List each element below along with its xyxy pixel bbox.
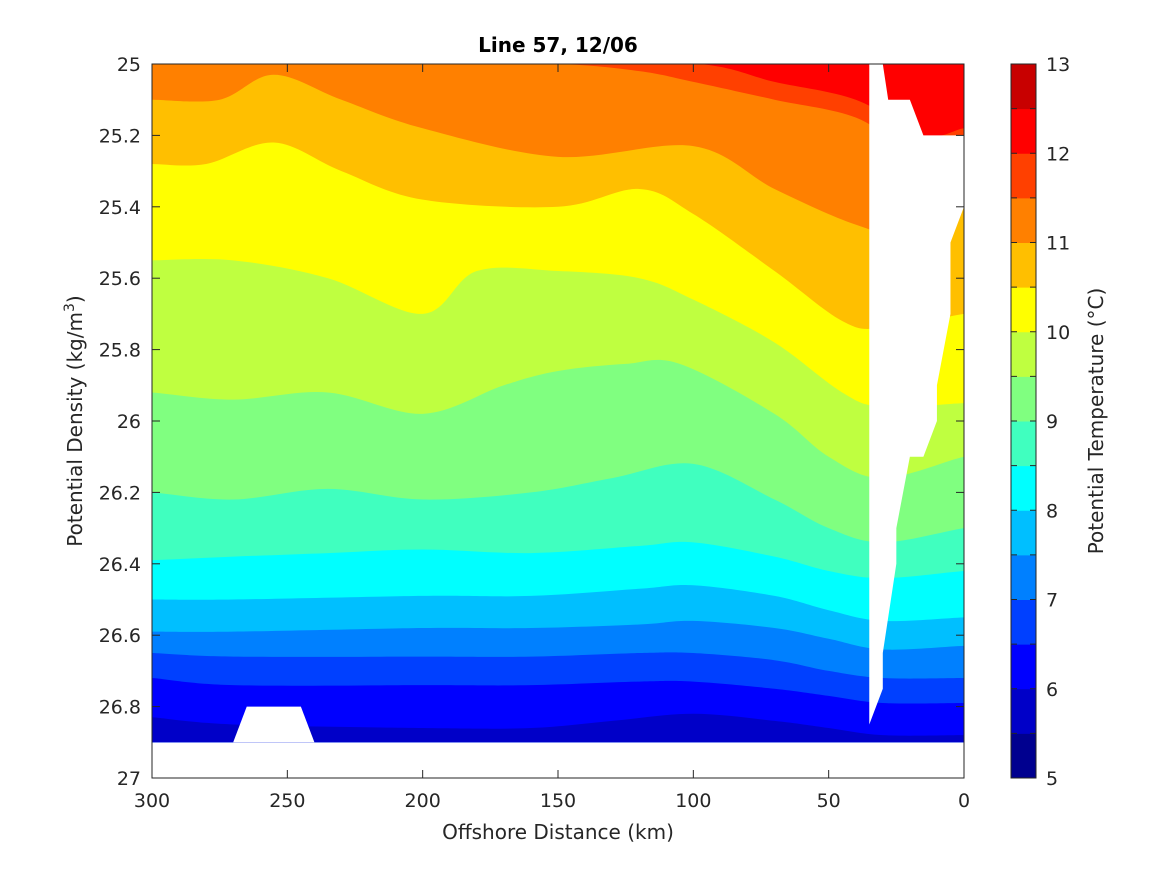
colorbar-tick-label: 6 [1046,679,1058,701]
colorbar-tick-label: 10 [1046,322,1070,344]
x-axis-ticks: 300 250 200 150 100 50 0 [134,64,970,812]
y-tick-label: 25.8 [99,340,141,362]
colorbar-tick-label: 13 [1046,54,1070,76]
colorbar-segment [1011,64,1036,110]
y-tick-label: 25.6 [99,268,141,290]
x-tick-label: 0 [958,790,970,812]
colorbar-tick-label: 12 [1046,143,1070,165]
colorbar-tick-label: 7 [1046,590,1058,612]
chart-title: Line 57, 12/06 [478,33,638,57]
colorbar-segment [1011,108,1036,154]
colorbar-segment [1011,510,1036,556]
masked-region-2 [233,706,315,743]
y-axis-ticks: 25 25.2 25.4 25.6 25.8 26 26.2 26.4 26.6 26.8 27 [99,54,964,790]
y-tick-label: 26.6 [99,625,141,647]
contour-band-6 [152,713,964,743]
colorbar-segment [1011,554,1036,600]
colorbar-tick-label: 11 [1046,233,1070,255]
y-axis-label-main: Potential Density (kg/m [63,312,87,547]
masked-region-layer [233,64,964,778]
colorbar-segment [1011,197,1036,243]
x-tick-label: 300 [134,790,170,812]
y-tick-label: 26.8 [99,697,141,719]
colorbar-segment [1011,599,1036,645]
x-tick-label: 100 [675,790,711,812]
y-tick-label: 25 [117,54,141,76]
y-axis-label-end: ) [63,295,87,303]
y-tick-label: 26.4 [99,554,141,576]
x-tick-label: 250 [269,790,305,812]
colorbar-segment [1011,688,1036,734]
y-axis-label: Potential Density (kg/m3) [62,295,87,546]
x-tick-label: 150 [540,790,576,812]
y-tick-label: 25.4 [99,197,141,219]
colorbar [1010,63,1037,779]
colorbar-segment [1011,153,1036,199]
colorbar-label: Potential Temperature (°C) [1084,288,1108,555]
x-tick-label: 50 [817,790,841,812]
colorbar-ticks: 13 12 11 10 9 8 7 6 5 [1011,54,1070,790]
y-tick-label: 26 [117,411,141,433]
colorbar-segment [1011,644,1036,690]
y-tick-label: 26.2 [99,482,141,504]
colorbar-segment [1011,376,1036,422]
colorbar-segment [1011,242,1036,288]
colorbar-segment [1011,331,1036,377]
y-tick-label: 25.2 [99,125,141,147]
y-tick-label: 27 [117,768,141,790]
contour-data-group [152,64,964,743]
y-axis-label-sup: 3 [62,303,78,312]
colorbar-segment [1011,421,1036,467]
colorbar-tick-label: 9 [1046,411,1058,433]
colorbar-segment [1011,287,1036,333]
contour-fill-layer [152,64,964,743]
colorbar-segment [1011,733,1036,779]
colorbar-segment [1011,465,1036,511]
masked-region-1 [869,64,964,778]
colorbar-tick-label: 5 [1046,768,1058,790]
x-axis-label: Offshore Distance (km) [442,820,674,844]
x-tick-label: 200 [405,790,441,812]
colorbar-tick-label: 8 [1046,500,1058,522]
